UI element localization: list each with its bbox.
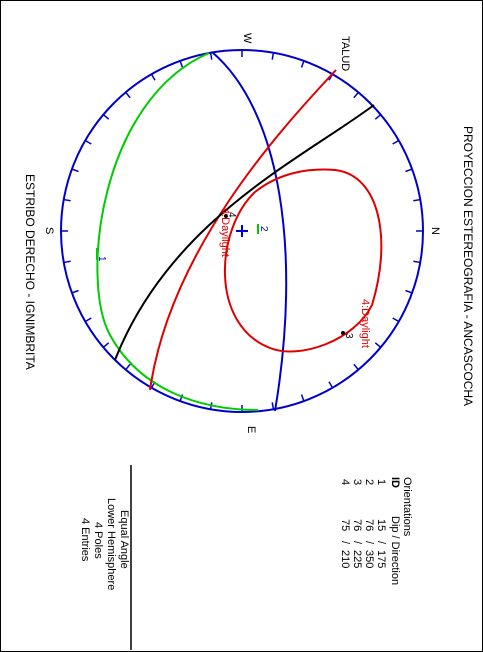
primitive-tick	[353, 91, 359, 99]
orientations-column-header: Dip / Direction	[389, 516, 401, 585]
orientation-dip: 76	[351, 519, 363, 531]
primitive-tick	[84, 317, 92, 323]
primitive-tick	[71, 168, 79, 173]
orientation-dip: 76	[363, 519, 375, 531]
projection-type: Equal Angle	[118, 510, 130, 569]
primitive-tick	[300, 60, 305, 68]
slope-label: TALUD	[339, 36, 351, 71]
primitive-tick	[405, 168, 413, 173]
pole-label-3: 3	[343, 333, 354, 339]
primitive-tick	[63, 260, 71, 264]
daylight-envelope	[223, 168, 383, 353]
orientation-id: 4	[339, 479, 351, 485]
orientation-separator: /	[339, 541, 351, 545]
daylight-label-outer: 4:Daylight	[359, 299, 371, 348]
orientation-id: 1	[375, 479, 387, 485]
orientation-separator: /	[363, 541, 375, 545]
pole-label-1: 1	[96, 256, 107, 262]
primitive-tick	[102, 114, 110, 120]
orientation-direction: 225	[351, 550, 363, 568]
figure-subtitle: ESTRIBO DERECHO - IGNIMBRITA	[23, 174, 37, 370]
orientation-direction: 175	[375, 550, 387, 568]
primitive-tick	[84, 139, 92, 145]
primitive-tick	[125, 91, 131, 99]
primitive-tick	[179, 60, 184, 68]
compass-south: S	[43, 227, 55, 234]
primitive-tick	[328, 381, 334, 389]
great-circle-black	[114, 104, 375, 361]
primitive-tick	[374, 342, 382, 348]
projection-entries: 4 Entries	[79, 518, 91, 562]
primitive-tick	[300, 394, 305, 402]
primitive-ticks	[61, 50, 423, 412]
great-circle-blue	[211, 51, 288, 412]
compass-west: W	[241, 33, 253, 44]
primitive-tick	[392, 317, 400, 323]
daylight-label-inner: 4:Daylight	[219, 208, 231, 257]
primitive-tick	[405, 289, 413, 294]
orientation-separator: /	[375, 541, 387, 545]
primitive-tick	[353, 363, 359, 371]
orientation-separator: /	[351, 541, 363, 545]
orientation-dip: 15	[375, 519, 387, 531]
orientations-table: 1 15 / 175 2 76 / 350 3 76 / 225 4 75 / 210	[339, 479, 387, 568]
primitive-tick	[209, 52, 213, 60]
primitive-tick	[125, 363, 131, 371]
orientations-id-header: ID	[389, 477, 401, 488]
pole-label-4: 4	[226, 212, 237, 218]
figure-title: PROYECCION ESTEREOGRAFIA - ANCASCOCHA	[461, 126, 475, 406]
orientation-dip: 75	[339, 519, 351, 531]
projection-hemisphere: Lower Hemisphere	[105, 498, 117, 590]
projection-poles: 4 Poles	[92, 522, 104, 559]
primitive-tick	[413, 260, 421, 264]
primitive-tick	[63, 198, 71, 202]
compass-north: N	[429, 227, 441, 235]
compass-east: E	[245, 426, 257, 433]
orientation-direction: 210	[339, 550, 351, 568]
pole-label-2: 2	[258, 226, 269, 232]
primitive-tick	[392, 139, 400, 145]
primitive-tick	[179, 394, 184, 402]
primitive-tick	[150, 73, 156, 81]
primitive-tick	[71, 289, 79, 294]
primitive-tick	[413, 198, 421, 202]
orientation-direction: 350	[363, 550, 375, 568]
primitive-tick	[271, 402, 275, 410]
orientation-id: 3	[351, 479, 363, 485]
orientations-heading: Orientations	[401, 477, 413, 537]
orientation-id: 2	[363, 479, 375, 485]
primitive-tick	[271, 52, 275, 60]
great-circle-red	[149, 69, 337, 391]
primitive-tick	[102, 342, 110, 348]
great-circle-green	[96, 52, 259, 411]
primitive-tick	[374, 114, 382, 120]
